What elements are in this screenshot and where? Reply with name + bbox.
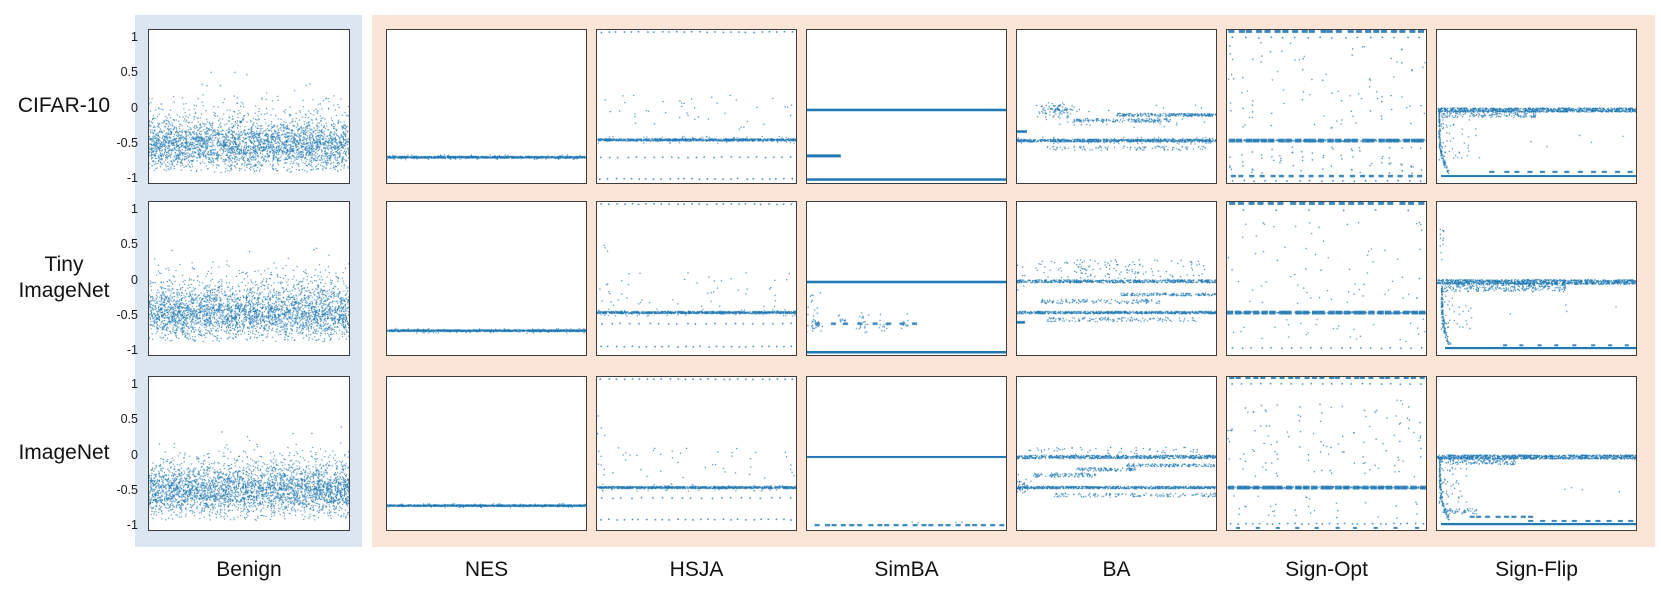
scatter-canvas bbox=[807, 377, 1006, 530]
column-label-ba: BA bbox=[1102, 558, 1131, 581]
scatter-canvas bbox=[387, 30, 586, 183]
column-label-sign-flip: Sign-Flip bbox=[1495, 558, 1578, 581]
scatter-canvas bbox=[149, 202, 349, 355]
row-label-2: ImageNet bbox=[18, 440, 110, 464]
y-tick-0-3: -0.5 bbox=[116, 135, 138, 150]
plot-cifar-10-simba bbox=[806, 29, 1007, 184]
scatter-canvas bbox=[1017, 30, 1216, 183]
scatter-canvas bbox=[1437, 30, 1636, 183]
scatter-canvas bbox=[597, 30, 796, 183]
scatter-canvas bbox=[1227, 30, 1426, 183]
scatter-canvas bbox=[1227, 377, 1426, 530]
scatter-canvas bbox=[149, 30, 349, 183]
scatter-canvas bbox=[387, 202, 586, 355]
scatter-canvas bbox=[1437, 377, 1636, 530]
y-tick-2-2: 0 bbox=[131, 447, 138, 462]
y-tick-0-0: 1 bbox=[131, 30, 138, 45]
plot-imagenet-sign-opt bbox=[1226, 376, 1427, 531]
plot-imagenet-nes bbox=[386, 376, 587, 531]
plot-cifar-10-benign bbox=[148, 29, 350, 184]
y-tick-2-0: 1 bbox=[131, 377, 138, 392]
column-label-benign: Benign bbox=[216, 558, 282, 581]
scatter-canvas bbox=[807, 30, 1006, 183]
y-tick-1-4: -1 bbox=[126, 343, 138, 358]
scatter-canvas bbox=[1437, 202, 1636, 355]
y-tick-0-1: 0.5 bbox=[120, 65, 138, 80]
y-tick-1-1: 0.5 bbox=[120, 237, 138, 252]
row-label-1: Tiny ImageNet bbox=[18, 252, 110, 302]
scatter-canvas bbox=[1227, 202, 1426, 355]
plot-cifar-10-hsja bbox=[596, 29, 797, 184]
column-label-nes: NES bbox=[464, 558, 509, 581]
y-tick-2-4: -1 bbox=[126, 518, 138, 533]
y-tick-0-4: -1 bbox=[126, 171, 138, 186]
column-label-hsja: HSJA bbox=[669, 558, 724, 581]
plot-cifar-10-ba bbox=[1016, 29, 1217, 184]
plot-cifar-10-sign-flip bbox=[1436, 29, 1637, 184]
y-tick-2-3: -0.5 bbox=[116, 482, 138, 497]
column-label-simba: SimBA bbox=[874, 558, 939, 581]
scatter-canvas bbox=[597, 377, 796, 530]
plot-cifar-10-sign-opt bbox=[1226, 29, 1427, 184]
y-tick-2-1: 0.5 bbox=[120, 412, 138, 427]
plot-tiny-imagenet-hsja bbox=[596, 201, 797, 356]
scatter-canvas bbox=[1017, 202, 1216, 355]
row-label-0: CIFAR-10 bbox=[17, 93, 111, 117]
y-tick-1-2: 0 bbox=[131, 272, 138, 287]
y-tick-1-3: -0.5 bbox=[116, 307, 138, 322]
scatter-canvas bbox=[387, 377, 586, 530]
plot-imagenet-simba bbox=[806, 376, 1007, 531]
scatter-canvas bbox=[149, 377, 349, 530]
plot-tiny-imagenet-sign-opt bbox=[1226, 201, 1427, 356]
plot-tiny-imagenet-sign-flip bbox=[1436, 201, 1637, 356]
plot-cifar-10-nes bbox=[386, 29, 587, 184]
column-label-sign-opt: Sign-Opt bbox=[1285, 558, 1368, 581]
scatter-canvas bbox=[807, 202, 1006, 355]
plot-tiny-imagenet-ba bbox=[1016, 201, 1217, 356]
plot-tiny-imagenet-simba bbox=[806, 201, 1007, 356]
scatter-canvas bbox=[597, 202, 796, 355]
plot-tiny-imagenet-nes bbox=[386, 201, 587, 356]
y-tick-1-0: 1 bbox=[131, 202, 138, 217]
plot-imagenet-ba bbox=[1016, 376, 1217, 531]
plot-imagenet-benign bbox=[148, 376, 350, 531]
plot-imagenet-sign-flip bbox=[1436, 376, 1637, 531]
plot-tiny-imagenet-benign bbox=[148, 201, 350, 356]
scatter-canvas bbox=[1017, 377, 1216, 530]
y-tick-0-2: 0 bbox=[131, 100, 138, 115]
plot-imagenet-hsja bbox=[596, 376, 797, 531]
